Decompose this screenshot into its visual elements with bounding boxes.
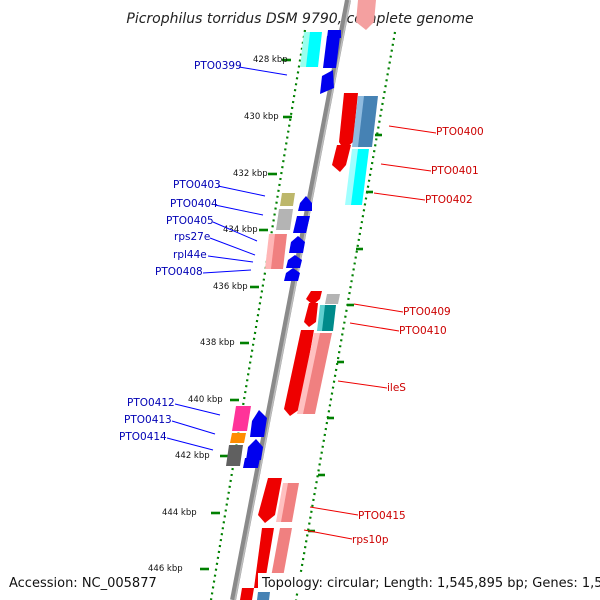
- forward-arrow-rps27e: [286, 255, 302, 268]
- feature-top-pink: [356, 0, 376, 30]
- leader-pto0403: [217, 185, 266, 197]
- feature-pink-1-light: [265, 234, 275, 269]
- forward-arrow-pto0403: [298, 196, 312, 211]
- kbp-label-434: 434 kbp: [223, 225, 258, 235]
- leader-rps27e: [209, 237, 256, 256]
- feature-top-cyan-light: [300, 32, 310, 67]
- gene-label-pto0405[interactable]: PTO0405: [166, 215, 214, 227]
- gene-label-pto0402[interactable]: PTO0402: [425, 194, 473, 206]
- kbp-label-428: 428 kbp: [253, 55, 288, 65]
- kbp-label-446: 446 kbp: [148, 564, 183, 574]
- feature-gray-1: [276, 209, 293, 230]
- forward-arrow-pto0414: [243, 458, 260, 468]
- gene-label-pto0414[interactable]: PTO0414: [119, 431, 167, 443]
- feature-bottom-steel: [257, 592, 270, 600]
- gene-label-pto0410[interactable]: PTO0410: [399, 325, 447, 337]
- gene-label-rpl44e[interactable]: rpl44e: [173, 249, 207, 261]
- footer-left-bg: [4, 573, 148, 592]
- right-track-line: [294, 31, 397, 600]
- kbp-label-440: 440 kbp: [188, 395, 223, 405]
- feature-pink-iles-light: [297, 333, 320, 414]
- feature-pink-0415: [279, 483, 299, 522]
- kbp-label-438: 438 kbp: [200, 338, 235, 348]
- leader-pto0414: [166, 437, 214, 451]
- reverse-arrow-pto0409: [306, 291, 322, 305]
- feature-pink-0415-light: [276, 483, 288, 522]
- reverse-features: [240, 0, 378, 600]
- leader-pto0410: [349, 322, 400, 332]
- gene-label-pto0408[interactable]: PTO0408: [155, 266, 203, 278]
- gene-label-pto0400[interactable]: PTO0400: [436, 126, 484, 138]
- feature-gray-right: [325, 294, 340, 304]
- forward-gene-labels: PTO0399 PTO0403 PTO0404 PTO0405 rps27e r…: [119, 60, 288, 451]
- leader-pto0402: [373, 192, 426, 201]
- feature-teal-light: [317, 305, 325, 331]
- kbp-ticks: 428 kbp 430 kbp 432 kbp 434 kbp 436 kbp …: [148, 55, 292, 574]
- genome-backbone-highlight: [234, 0, 351, 600]
- reverse-arrow-pto0415: [258, 478, 282, 523]
- leader-pto0400: [388, 125, 437, 134]
- gene-label-pto0404[interactable]: PTO0404: [170, 198, 218, 210]
- gene-label-pto0399[interactable]: PTO0399: [194, 60, 242, 72]
- gene-label-pto0415[interactable]: PTO0415: [358, 510, 406, 522]
- kbp-label-442: 442 kbp: [175, 451, 210, 461]
- gene-label-pto0401[interactable]: PTO0401: [431, 165, 479, 177]
- gene-label-pto0412[interactable]: PTO0412: [127, 397, 175, 409]
- kbp-label-430: 430 kbp: [244, 112, 279, 122]
- forward-arrow-pto0399a-head: [327, 30, 341, 38]
- leader-pto0408: [202, 269, 252, 274]
- feature-orange: [230, 433, 246, 443]
- forward-arrow-pto0399a: [323, 36, 340, 68]
- feature-cyan-right: [349, 149, 369, 205]
- forward-arrow-pto0399b: [320, 70, 334, 94]
- left-track-line: [209, 29, 307, 600]
- feature-olive: [280, 193, 295, 206]
- feature-pink-iles: [301, 333, 332, 414]
- gene-label-iles[interactable]: ileS: [387, 382, 406, 394]
- forward-arrow-pto0413: [246, 439, 263, 460]
- genome-backbone: [230, 0, 351, 600]
- leader-pto0415: [309, 506, 359, 516]
- feature-steelblue-light: [352, 96, 364, 147]
- gene-label-rps27e[interactable]: rps27e: [174, 231, 210, 243]
- forward-arrow-pto0404: [293, 216, 310, 233]
- kbp-label-432: 432 kbp: [233, 169, 268, 179]
- map-title: Picrophilus torridus DSM 9790, complete …: [126, 11, 473, 27]
- leader-rpl44e: [207, 255, 254, 263]
- forward-arrow-pto0405: [289, 236, 305, 253]
- reverse-arrow-bottom: [240, 588, 254, 600]
- leader-pto0399: [238, 66, 288, 76]
- forward-arrow-pto0412: [250, 410, 267, 437]
- feature-cyan-right-light: [345, 149, 358, 205]
- reverse-arrow-pto0401: [332, 145, 351, 172]
- summary-text: Topology: circular; Length: 1,545,895 bp…: [261, 576, 600, 591]
- gene-label-pto0409[interactable]: PTO0409: [403, 306, 451, 318]
- leader-pto0412: [174, 403, 221, 416]
- leader-rps10p: [303, 529, 353, 540]
- reverse-arrow-pto0410: [304, 303, 318, 327]
- leader-pto0413: [171, 420, 216, 435]
- footer-right-bg: [258, 573, 596, 592]
- reverse-arrow-iles: [284, 330, 314, 416]
- gene-label-pto0403[interactable]: PTO0403: [173, 179, 221, 191]
- reverse-arrow-pto0400: [339, 93, 358, 150]
- forward-arrow-rpl44e: [284, 268, 300, 281]
- kbp-label-444: 444 kbp: [162, 508, 197, 518]
- leader-pto0409: [353, 303, 404, 313]
- leader-pto0405: [212, 221, 258, 242]
- reverse-gene-labels: PTO0400 PTO0401 PTO0402 PTO0409 PTO0410 …: [303, 125, 484, 546]
- feature-magenta: [232, 406, 251, 431]
- gene-label-rps10p[interactable]: rps10p: [352, 534, 389, 546]
- leader-pto0404: [214, 204, 264, 216]
- accession-text: Accession: NC_005877: [9, 576, 157, 591]
- leader-iles: [337, 380, 388, 389]
- leader-pto0401: [380, 163, 432, 172]
- forward-features: [226, 30, 341, 468]
- feature-darkgray: [226, 445, 243, 466]
- gene-label-pto0413[interactable]: PTO0413: [124, 414, 172, 426]
- kbp-label-436: 436 kbp: [213, 282, 248, 292]
